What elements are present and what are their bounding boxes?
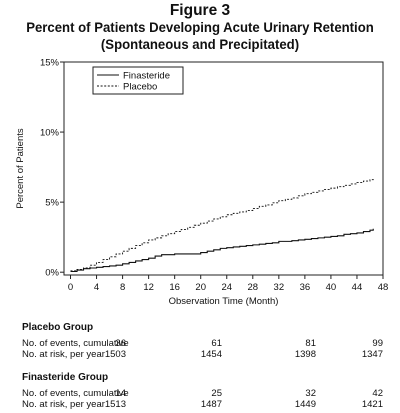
placebo-at-risk-cell: 1454	[200, 349, 222, 360]
y-axis-label: Percent of Patients	[15, 128, 26, 209]
finasteride-events-cell: 25	[211, 388, 222, 399]
y-tick-label: 15%	[40, 58, 60, 69]
x-tick-label: 24	[221, 282, 232, 293]
x-tick-label: 12	[143, 282, 154, 293]
x-tick-label: 16	[169, 282, 180, 293]
x-tick-label: 4	[94, 282, 99, 293]
x-tick-label: 28	[248, 282, 259, 293]
series-line-finasteride	[70, 228, 374, 273]
y-tick-label: 5%	[45, 198, 59, 209]
x-tick-label: 44	[352, 282, 363, 293]
x-axis-label: Observation Time (Month)	[169, 296, 279, 307]
finasteride-at-risk-cell: 1487	[200, 399, 222, 410]
figure-label: Figure 3	[169, 2, 231, 19]
placebo-at-risk-cell: 1347	[361, 349, 383, 360]
legend-label: Finasteride	[123, 71, 170, 82]
finasteride-at-risk-cell: 1449	[294, 399, 316, 410]
finasteride-events-cell: 14	[115, 388, 126, 399]
legend-box	[92, 66, 184, 95]
series-line-placebo	[70, 178, 374, 272]
x-tick-label: 32	[274, 282, 285, 293]
line-chart: 0 4 8 12 16 20 24 28 32 36 40 44 480%5%10%15%Observa…	[15, 58, 389, 308]
x-tick-label: 0	[68, 282, 73, 293]
placebo-at-risk-cell: 1398	[294, 349, 316, 360]
x-tick-label: 40	[326, 282, 337, 293]
y-tick-label: 10%	[40, 128, 60, 139]
placebo-group-title: Placebo Group	[22, 322, 94, 333]
placebo-events-cell: 36	[115, 338, 126, 349]
finasteride-events-cell: 32	[305, 388, 316, 399]
placebo-at-risk-label: No. at risk, per year	[22, 349, 105, 360]
finasteride-at-risk-label: No. at risk, per year	[22, 399, 105, 410]
finasteride-at-risk-cell: 1513	[104, 399, 126, 410]
placebo-events-cell: 81	[305, 338, 316, 349]
legend-label: Placebo	[123, 82, 157, 93]
x-tick-label: 20	[195, 282, 206, 293]
finasteride-group-title: Finasteride Group	[22, 372, 109, 383]
placebo-at-risk-cell: 1503	[104, 349, 126, 360]
plot-frame	[63, 61, 384, 276]
x-tick-label: 36	[300, 282, 311, 293]
chart-title-line2: (Spontaneous and Precipitated)	[100, 36, 300, 52]
chart-title-line1: Percent of Patients Developing Acute Uri…	[26, 19, 374, 35]
finasteride-events-label: No. of events, cumulative	[22, 388, 129, 399]
y-tick-label: 0%	[45, 268, 59, 279]
placebo-events-label: No. of events, cumulative	[22, 338, 129, 349]
finasteride-at-risk-cell: 1421	[361, 399, 383, 410]
figure-titles: Figure 3 Percent of Patients Developing …	[0, 2, 400, 53]
x-tick-label: 8	[120, 282, 125, 293]
finasteride-events-cell: 42	[372, 388, 383, 399]
placebo-events-cell: 61	[211, 338, 222, 349]
x-tick-label: 48	[378, 282, 389, 293]
placebo-events-cell: 99	[372, 338, 383, 349]
